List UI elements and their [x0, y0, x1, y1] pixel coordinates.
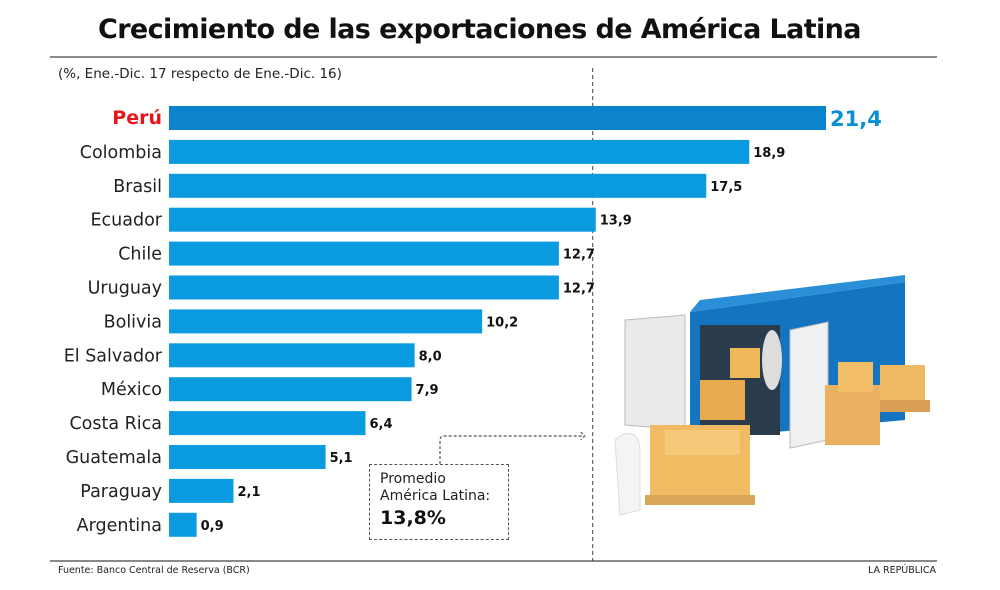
average-value: 13,8% [380, 507, 446, 529]
value-label: 8,0 [419, 349, 442, 364]
category-label: Chile [118, 245, 162, 265]
category-label: México [101, 380, 162, 400]
category-label: Argentina [77, 516, 162, 536]
chart-subtitle: (%, Ene.-Dic. 17 respecto de Ene.-Dic. 1… [58, 66, 342, 82]
category-label: Guatemala [66, 448, 162, 468]
value-label: 7,9 [416, 383, 439, 398]
average-callout-connector [439, 431, 586, 464]
value-label: 2,1 [237, 485, 260, 500]
value-label: 13,9 [600, 214, 632, 229]
value-label: 21,4 [830, 107, 882, 131]
bar-costa-rica [169, 411, 366, 436]
average-label-line2: América Latina: [380, 488, 491, 504]
shipping-container-illustration [614, 275, 930, 516]
value-label: 12,7 [563, 248, 595, 263]
bar-perú [169, 106, 826, 130]
category-label: Uruguay [88, 279, 162, 299]
bar-guatemala [169, 445, 326, 469]
value-label: 10,2 [486, 315, 518, 330]
category-label: Paraguay [80, 482, 162, 502]
bar-brasil [169, 173, 707, 198]
bar-paraguay [169, 478, 234, 503]
bar-chile [169, 241, 559, 266]
chart-title: Crecimiento de las exportaciones de Amér… [98, 14, 862, 45]
category-label: Ecuador [90, 211, 162, 231]
category-label: Perú [112, 107, 162, 129]
bar-colombia [169, 139, 750, 164]
value-label: 18,9 [753, 146, 785, 161]
average-label-line1: Promedio [380, 471, 446, 487]
value-label: 0,9 [201, 519, 224, 534]
value-label: 12,7 [563, 282, 595, 297]
category-label: Brasil [113, 177, 162, 197]
bar-ecuador [169, 207, 596, 232]
category-label: Bolivia [104, 312, 162, 332]
bar-el-salvador [169, 343, 415, 368]
bar-bolivia [169, 309, 483, 334]
bar-argentina [169, 512, 197, 537]
category-label: El Salvador [64, 346, 163, 366]
source-note: Fuente: Banco Central de Reserva (BCR) [58, 565, 250, 576]
category-label: Costa Rica [69, 414, 162, 434]
average-callout-box: Promedio América Latina: 13,8% [369, 464, 509, 540]
bar-uruguay [169, 275, 559, 300]
category-label: Colombia [80, 143, 162, 163]
value-label: 6,4 [369, 417, 392, 432]
value-label: 17,5 [710, 180, 742, 195]
publisher-brand: LA REPÚBLICA [867, 565, 936, 576]
bar-méxico [169, 377, 412, 402]
value-label: 5,1 [330, 451, 353, 466]
